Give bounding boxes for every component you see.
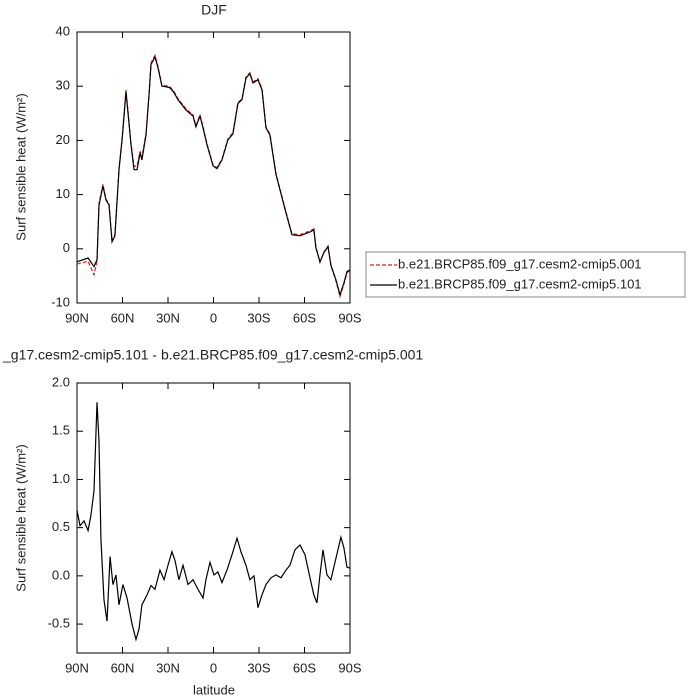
- y-tick-label: -10: [51, 294, 70, 309]
- x-tick-label: 90S: [338, 660, 361, 675]
- x-tick-label: 90N: [65, 310, 89, 325]
- y-axis-label: Surf sensible heat (W/m²): [13, 93, 28, 240]
- x-tick-label: 60S: [293, 310, 316, 325]
- y-tick-label: 1.0: [52, 471, 70, 486]
- x-tick-label: 0: [210, 310, 217, 325]
- y-tick-label: -0.5: [48, 616, 70, 631]
- x-tick-label: 90N: [65, 660, 89, 675]
- y-tick-label: 0: [63, 240, 70, 255]
- plot-frame: [76, 31, 351, 304]
- y-tick-label: 1.5: [52, 423, 70, 438]
- plot-frame: [76, 382, 351, 654]
- chart-title: _g17.cesm2-cmip5.101 - b.e21.BRCP85.f09_…: [2, 347, 423, 363]
- x-tick-label: 90S: [338, 310, 361, 325]
- x-tick-label: 60S: [293, 660, 316, 675]
- series-line: [76, 55, 351, 297]
- y-tick-label: 20: [56, 132, 70, 147]
- y-tick-label: 40: [56, 23, 70, 38]
- chart-title: DJF: [201, 2, 227, 18]
- x-tick-label: 30S: [247, 660, 270, 675]
- x-tick-label: 30N: [156, 310, 180, 325]
- x-axis-label: latitude: [193, 682, 235, 697]
- legend-label: b.e21.BRCP85.f09_g17.cesm2-cmip5.101: [398, 276, 642, 291]
- series-line: [76, 53, 351, 299]
- x-tick-label: 60N: [111, 310, 135, 325]
- y-axis-label: Surf sensible heat (W/m²): [13, 444, 28, 591]
- y-tick-label: 10: [56, 186, 70, 201]
- series-line: [76, 402, 351, 642]
- y-tick-label: 2.0: [52, 374, 70, 389]
- x-tick-label: 30S: [247, 310, 270, 325]
- x-tick-label: 0: [210, 660, 217, 675]
- y-tick-label: 0.0: [52, 567, 70, 582]
- y-tick-label: 0.5: [52, 519, 70, 534]
- legend-label: b.e21.BRCP85.f09_g17.cesm2-cmip5.001: [398, 256, 642, 271]
- x-tick-label: 60N: [111, 660, 135, 675]
- y-tick-label: 30: [56, 78, 70, 93]
- legend-box: [365, 251, 686, 298]
- x-tick-label: 30N: [156, 660, 180, 675]
